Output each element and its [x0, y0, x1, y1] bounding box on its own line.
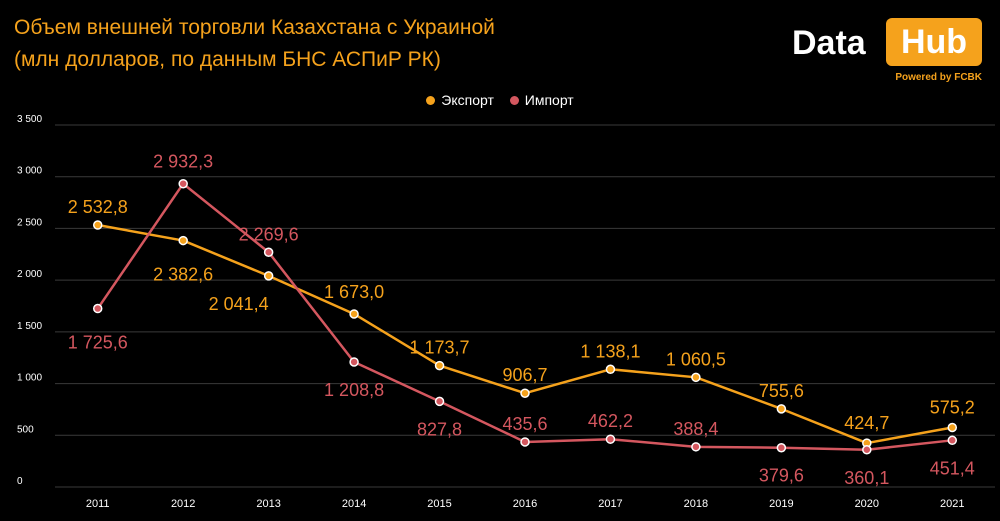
chart-legend: Экспорт Импорт — [0, 92, 1000, 108]
series-line-import — [96, 182, 953, 452]
data-point-export — [520, 388, 530, 398]
y-tick-label: 500 — [17, 424, 34, 435]
legend-marker-import — [509, 96, 519, 105]
logo-tagline: Powered by FCBK — [895, 72, 982, 83]
data-point-import — [349, 357, 359, 367]
data-label-export: 755,6 — [759, 381, 804, 401]
legend-item-import[interactable]: Импорт — [509, 92, 574, 108]
data-point-export — [92, 220, 103, 230]
x-tick-label: 2021 — [940, 498, 964, 510]
data-point-import — [947, 435, 958, 446]
legend-label-export: Экспорт — [441, 92, 494, 108]
x-tick-label: 2016 — [513, 498, 537, 510]
data-label-import: 435,6 — [502, 414, 547, 434]
data-point-import — [691, 442, 701, 452]
y-tick-label: 3 500 — [17, 114, 42, 125]
data-point-export — [263, 271, 274, 281]
legend-marker-export — [426, 96, 436, 105]
x-tick-label: 2015 — [427, 498, 451, 510]
legend-label-import: Импорт — [524, 92, 574, 108]
data-label-export: 424,7 — [844, 413, 889, 433]
data-label-export: 2 041,4 — [209, 294, 269, 314]
data-label-export: 1 673,0 — [324, 282, 384, 302]
x-tick-label: 2020 — [855, 498, 879, 510]
y-tick-label: 1 000 — [17, 373, 42, 384]
x-tick-label: 2011 — [86, 498, 110, 510]
logo-text-hub: Hub — [886, 18, 982, 66]
data-label-import: 827,8 — [417, 419, 462, 439]
data-label-import: 388,4 — [673, 419, 718, 439]
data-point-export — [776, 404, 787, 414]
data-label-import: 1 725,6 — [68, 333, 128, 353]
data-label-import: 2 269,6 — [239, 224, 299, 244]
data-label-export: 2 532,8 — [68, 197, 128, 217]
x-tick-label: 2013 — [256, 498, 280, 510]
data-point-import — [520, 437, 530, 447]
y-tick-label: 1 500 — [17, 321, 42, 332]
x-tick-label: 2014 — [342, 498, 366, 510]
data-point-export — [605, 364, 616, 375]
data-label-import: 379,6 — [759, 466, 804, 486]
data-point-export — [947, 422, 958, 433]
data-label-import: 462,2 — [588, 411, 633, 431]
data-label-import: 1 208,8 — [324, 380, 384, 400]
y-tick-label: 3 000 — [17, 166, 42, 177]
series-line-export — [97, 223, 953, 445]
x-tick-label: 2018 — [684, 498, 708, 510]
title-line-2: (млн долларов, по данным БНС АСПиР РК) — [14, 48, 441, 71]
data-label-export: 575,2 — [930, 398, 975, 418]
data-point-import — [434, 396, 445, 407]
data-point-import — [92, 303, 103, 314]
datahub-logo: Data Hub Powered by FCBK — [792, 18, 982, 88]
data-point-export — [691, 372, 701, 383]
y-tick-label: 2 000 — [17, 269, 42, 280]
data-point-import — [862, 445, 872, 455]
data-label-import: 2 932,3 — [153, 152, 213, 172]
logo-text-data: Data — [792, 24, 866, 62]
data-point-export — [349, 309, 359, 319]
data-point-export — [178, 235, 188, 246]
data-point-export — [434, 360, 445, 371]
chart-title: Объем внешней торговли Казахстана с Укра… — [14, 12, 495, 76]
data-label-export: 906,7 — [502, 365, 547, 385]
x-tick-label: 2012 — [171, 498, 195, 510]
title-line-1: Объем внешней торговли Казахстана с Укра… — [14, 16, 495, 39]
x-tick-label: 2017 — [598, 498, 622, 510]
data-label-export: 1 138,1 — [580, 341, 640, 361]
x-tick-label: 2019 — [769, 498, 793, 510]
data-label-export: 1 173,7 — [410, 338, 470, 358]
data-point-import — [776, 442, 787, 453]
data-label-import: 360,1 — [844, 468, 889, 488]
legend-item-export[interactable]: Экспорт — [426, 92, 494, 108]
y-tick-label: 0 — [17, 476, 23, 487]
data-label-export: 2 382,6 — [153, 265, 213, 285]
data-point-import — [263, 247, 274, 258]
data-point-import — [178, 178, 188, 189]
data-label-import: 451,4 — [930, 458, 975, 478]
data-point-import — [605, 434, 616, 444]
data-label-export: 1 060,5 — [666, 349, 726, 369]
y-tick-label: 2 500 — [17, 217, 42, 228]
